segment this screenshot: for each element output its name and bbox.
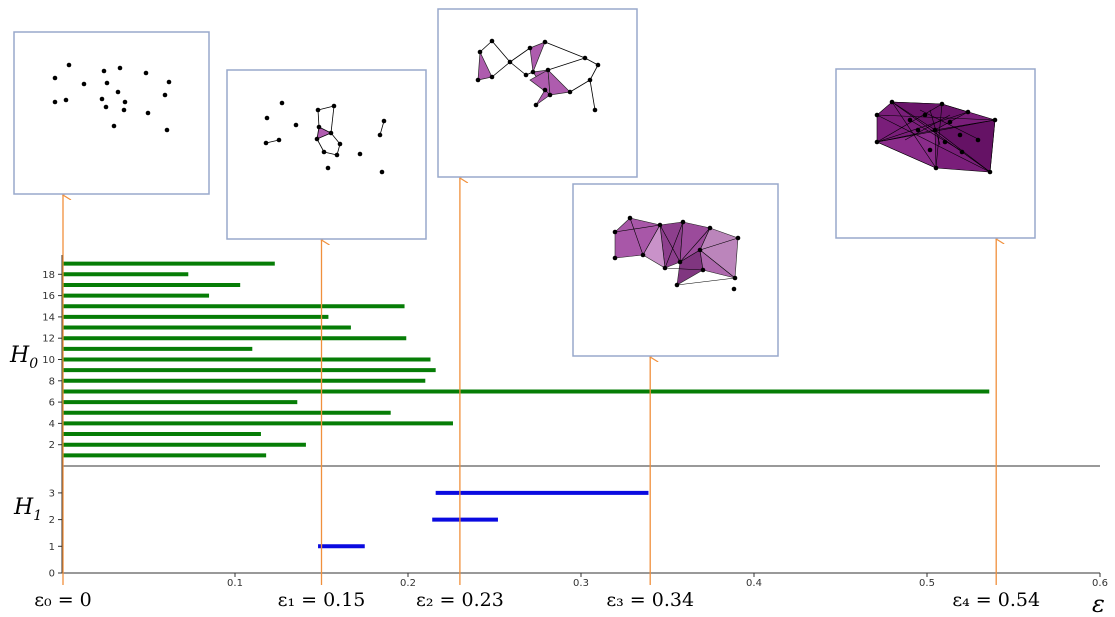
x-tick-label: 0.4 [746, 578, 762, 589]
x-tick-label: 0.5 [919, 578, 935, 589]
complex-inset-eps0 [13, 31, 210, 195]
h1-label: H1 [13, 495, 42, 524]
complex-inset-eps2 [437, 8, 638, 178]
epsilon-label-2: ε₂ = 0.23 [416, 589, 504, 611]
y-tick-label: 16 [42, 291, 55, 302]
x-tick-label: 0.2 [400, 578, 416, 589]
x-tick-label: 0.6 [1092, 578, 1108, 589]
epsilon-label-4: ε₄ = 0.54 [952, 589, 1040, 611]
epsilon-label-3: ε₃ = 0.34 [606, 589, 694, 611]
y-tick-label: 6 [49, 398, 55, 409]
complex-inset-eps3 [572, 183, 779, 357]
x-tick-label: 0.1 [227, 578, 243, 589]
x-tick-label: 0.3 [573, 578, 589, 589]
y-tick-label: 2 [49, 515, 55, 526]
complex-inset-eps4 [835, 68, 1036, 239]
h0-label: H0 [9, 343, 38, 372]
x-axis-label: ε [1092, 590, 1105, 617]
y-tick-label: 8 [49, 376, 55, 387]
y-tick-label: 1 [49, 542, 55, 553]
y-tick-label: 12 [42, 334, 55, 345]
point-cloud [52, 62, 172, 133]
complex-inset-eps1 [226, 69, 427, 240]
y-tick-label: 2 [49, 440, 55, 451]
y-tick-label: 18 [42, 270, 55, 281]
y-tick-label: 0 [49, 569, 55, 580]
y-tick-label: 3 [49, 488, 55, 499]
epsilon-label-0: ε₀ = 0 [34, 589, 92, 611]
y-tick-label: 4 [49, 419, 55, 430]
y-tick-label: 10 [42, 355, 55, 366]
epsilon-label-1: ε₁ = 0.15 [278, 589, 366, 611]
y-tick-label: 14 [42, 312, 55, 323]
